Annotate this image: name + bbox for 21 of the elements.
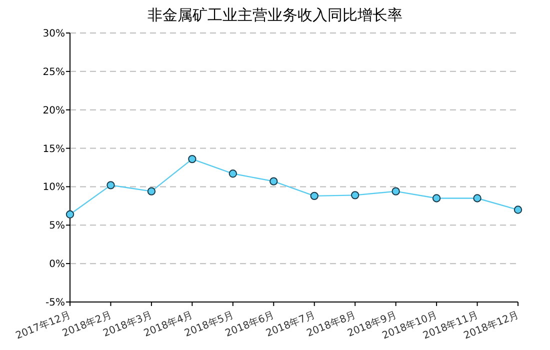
- y-tick-label: 30%: [42, 28, 65, 40]
- point: [392, 187, 400, 196]
- y-tick-label: 25%: [42, 66, 65, 78]
- point: [473, 194, 482, 202]
- point: [147, 187, 156, 196]
- y-tick-label: 0%: [49, 259, 65, 270]
- point: [228, 170, 238, 178]
- point: [66, 210, 74, 218]
- y-tick-label: -5%: [46, 298, 65, 308]
- y-tick-label: 5%: [49, 220, 65, 232]
- point: [432, 194, 441, 202]
- y-tick-label: 10%: [42, 182, 65, 194]
- point: [106, 181, 115, 190]
- point: [188, 154, 196, 164]
- point: [350, 191, 360, 200]
- point: [310, 192, 318, 200]
- y-tick-label: 15%: [42, 144, 65, 155]
- point: [514, 206, 522, 214]
- point: [270, 177, 278, 186]
- chart-title: 非金属矿工业主营业务收入同比增长率: [148, 6, 402, 24]
- y-tick-label: 20%: [42, 105, 65, 116]
